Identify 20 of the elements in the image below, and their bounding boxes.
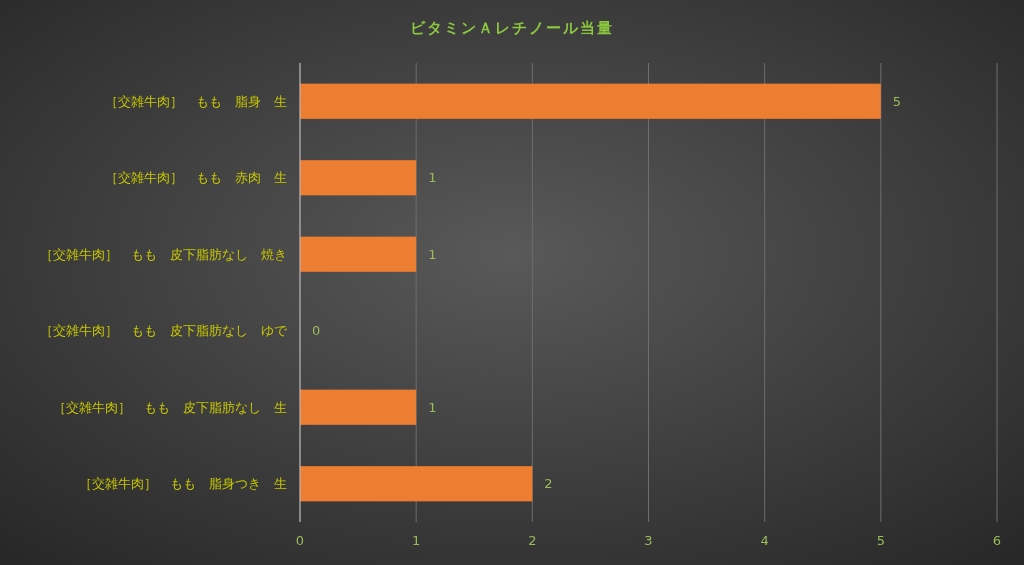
x-tick-label: 4 [760, 533, 769, 548]
y-tick-label: ［交雑牛肉］ もも 赤肉 生 [105, 170, 287, 186]
y-tick-label: ［交雑牛肉］ もも 皮下脂肪なし 焼き [40, 246, 287, 262]
y-tick-label: ［交雑牛肉］ もも 脂身 生 [105, 93, 287, 109]
y-tick-label: ［交雑牛肉］ もも 皮下脂肪なし 生 [53, 399, 287, 415]
data-label: 1 [428, 399, 437, 415]
data-label: 2 [544, 476, 553, 492]
x-tick-label: 5 [876, 533, 885, 548]
data-label: 1 [428, 246, 437, 262]
data-label: 0 [312, 323, 321, 339]
x-tick-label: 1 [412, 533, 421, 548]
y-tick-label: ［交雑牛肉］ もも 皮下脂肪なし ゆで [40, 323, 288, 339]
data-label: 5 [892, 93, 902, 109]
x-tick-label: 2 [528, 533, 537, 548]
x-tick-label: 3 [644, 533, 653, 548]
x-tick-label: 0 [295, 533, 305, 548]
y-tick-label: ［交雑牛肉］ もも 脂身つき 生 [79, 476, 287, 492]
chart-title: ビタミンＡレチノール当量 [410, 19, 614, 37]
data-label: 1 [428, 170, 437, 186]
x-tick-label: 6 [992, 533, 1002, 548]
